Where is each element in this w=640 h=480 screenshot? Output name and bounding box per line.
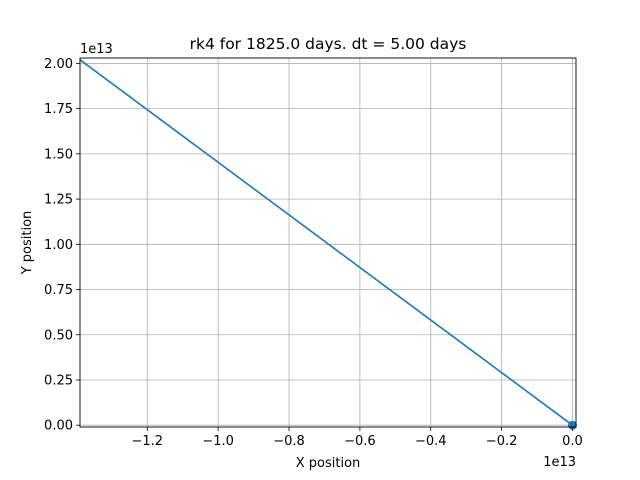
chart-title: rk4 for 1825.0 days. dt = 5.00 days	[190, 35, 467, 53]
grid	[80, 58, 576, 427]
x-tick-label: −0.4	[415, 434, 447, 449]
y-tick-label: 2.00	[44, 57, 73, 72]
y-tick-label: 1.75	[44, 102, 73, 117]
x-tick-label: −0.6	[344, 434, 376, 449]
y-tick-label: 1.25	[44, 193, 73, 208]
ticks: −1.2 −1.0 −0.8 −0.6 −0.4 −0.2 0.0 0.00 0.25 0.50 0…	[44, 57, 583, 449]
trajectory-line	[79, 59, 573, 426]
y-tick-label: 0.75	[44, 283, 73, 298]
y-tick-label: 1.50	[44, 147, 73, 162]
x-tick-label: −1.0	[202, 434, 234, 449]
x-tick-label: 0.0	[562, 434, 583, 449]
x-tick-label: −1.2	[132, 434, 164, 449]
y-tick-label: 1.00	[44, 238, 73, 253]
x-tick-label: −0.2	[486, 434, 518, 449]
plot-frame	[79, 57, 577, 428]
y-tick-label: 0.50	[44, 328, 73, 343]
y-tick-label: 0.00	[44, 419, 73, 434]
y-axis-label: Y position	[20, 211, 35, 276]
y-tick-label: 0.25	[44, 373, 73, 388]
x-tick-label: −0.8	[273, 434, 305, 449]
x-axis-label: X position	[296, 456, 361, 471]
x-axis-offset-label: 1e13	[543, 455, 576, 470]
y-axis-offset-label: 1e13	[80, 42, 113, 57]
